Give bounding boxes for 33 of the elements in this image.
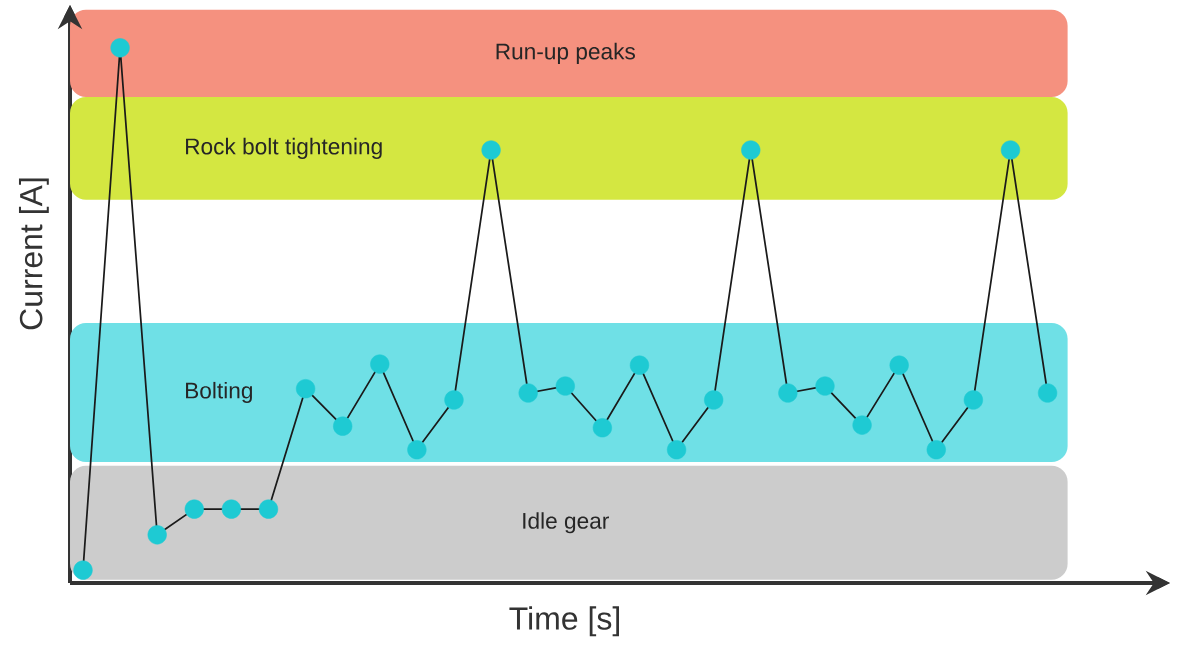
- y-axis-title: Current [A]: [18, 178, 49, 330]
- point: [1037, 383, 1058, 403]
- band-label: Bolting: [186, 381, 252, 404]
- point: [741, 140, 761, 160]
- point: [407, 440, 427, 460]
- band-label: Rock bolt tightening: [186, 137, 382, 159]
- point: [184, 499, 204, 519]
- point: [295, 379, 316, 399]
- point: [815, 376, 835, 396]
- point: [481, 140, 501, 160]
- point: [926, 440, 946, 460]
- point: [889, 355, 909, 375]
- x-axis-title: Time [s]: [509, 606, 619, 637]
- point: [370, 354, 390, 374]
- band-label: Idle gear: [523, 512, 609, 534]
- point: [592, 418, 612, 438]
- point: [333, 416, 353, 436]
- point: [778, 383, 798, 403]
- point: [147, 525, 167, 545]
- point: [963, 390, 983, 410]
- point: [518, 383, 538, 403]
- band-label: Run-up peaks: [496, 42, 635, 64]
- point: [110, 38, 130, 58]
- point: [221, 499, 241, 519]
- point: [1000, 140, 1021, 160]
- point: [852, 415, 872, 435]
- point: [258, 499, 279, 519]
- point: [444, 390, 464, 410]
- point: [704, 390, 724, 410]
- point: [73, 560, 93, 580]
- point: [666, 440, 687, 460]
- point: [555, 376, 575, 396]
- point: [629, 355, 650, 375]
